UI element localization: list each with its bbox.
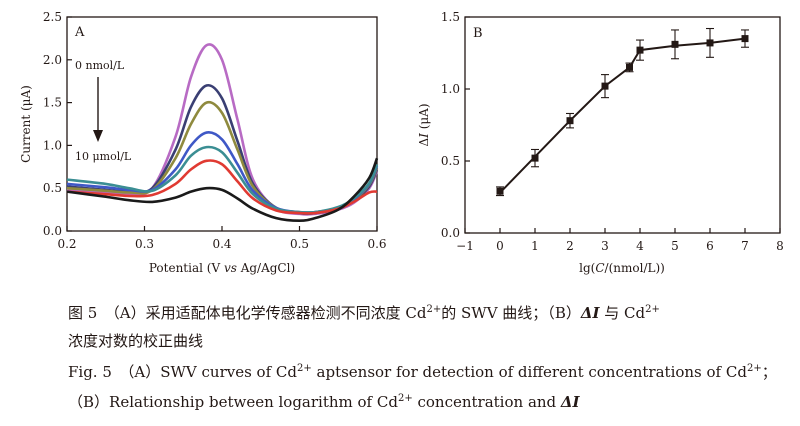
caption-text: Fig. 5 （A）SWV curves of Cd [68,363,297,381]
panel-a-annotation-bottom: 10 μmol/L [75,150,132,163]
y-tick-label: 1.5 [441,10,460,24]
caption-text: （B）Relationship between logarithm of Cd [68,393,398,411]
data-point [741,35,749,43]
y-tick-label: 1.5 [43,96,62,110]
caption-text: 图 5 （A）采用适配体电化学传感器检测不同浓度 Cd [68,304,427,322]
x-tick-label: 2 [566,239,574,253]
y-tick-label: 1.0 [441,82,460,96]
y-tick-label: 0.0 [43,224,62,238]
data-point [496,187,504,195]
caption-cn-line2: 浓度对数的校正曲线 [68,330,203,351]
x-tick-label: 0.6 [367,237,386,251]
data-point [566,117,574,125]
x-tick-label: 7 [741,239,749,253]
data-point [636,46,644,54]
data-point [531,154,539,162]
caption-text: 与 Cd [599,304,646,322]
caption-text: 浓度对数的校正曲线 [68,332,204,350]
y-tick-label: 1.0 [43,138,62,152]
data-point [601,82,609,90]
x-tick-label: 8 [776,239,784,253]
data-point [706,39,714,47]
panel-a-ticks: 0.2 0.3 0.4 0.5 0.6 0.0 0.5 1.0 1.5 2.0 2.5 [43,10,387,251]
y-tick-label: 0.5 [441,154,460,168]
panel-b-ticks: −1 0 1 2 3 4 5 6 7 8 0.0 0.5 1.0 1.5 [441,10,784,253]
caption-text: ； [761,363,777,381]
caption-text: aptsensor for detection of different con… [311,363,747,381]
x-tick-label: −1 [456,239,474,253]
data-point [671,40,679,48]
swv-curve [66,131,379,215]
caption-en-line1: Fig. 5 （A）SWV curves of Cd2+ aptsensor f… [68,361,777,382]
y-tick-label: 0.0 [441,226,460,240]
caption-sup: 2+ [297,363,312,374]
swv-curve [66,157,379,223]
caption-text: concentration and [412,393,561,411]
panel-a-ylabel: Current (μA) [19,85,33,163]
x-tick-label: 0.5 [290,237,309,251]
x-tick-label: 1 [531,239,539,253]
panel-a-series [66,43,379,223]
panel-b-xlabel: lg(C/(nmol/L)) [579,261,665,275]
x-tick-label: 5 [671,239,679,253]
fit-line [499,37,746,194]
y-tick-label: 2.5 [43,10,62,24]
panel-a-annotation-top: 0 nmol/L [75,59,125,72]
caption-sup: 2+ [746,363,762,374]
caption-sup: 2+ [397,393,413,404]
caption-sup: 2+ [426,304,442,315]
caption-text: 的 SWV 曲线；（B） [441,304,581,322]
caption-cn-line1: 图 5 （A）采用适配体电化学传感器检测不同浓度 Cd2+的 SWV 曲线；（B… [68,302,660,323]
x-tick-label: 4 [636,239,644,253]
x-tick-label: 0 [496,239,504,253]
caption-symbol: ΔI [580,304,600,322]
down-arrow-icon [93,77,103,142]
x-tick-label: 3 [601,239,609,253]
figure: 0.2 0.3 0.4 0.5 0.6 0.0 0.5 1.0 1.5 2.0 2.5 A 0 nm… [19,10,784,275]
caption-sup: 2+ [645,304,660,315]
caption-en-line2: （B）Relationship between logarithm of Cd2… [68,391,580,412]
panel-b-ylabel: ΔI (μA) [417,103,431,146]
x-tick-label: 0.3 [135,237,154,251]
x-tick-label: 0.4 [212,237,231,251]
panel-a-label: A [74,25,85,40]
x-tick-label: 6 [706,239,714,253]
panel-b: −1 0 1 2 3 4 5 6 7 8 0.0 0.5 1.0 1.5 B lg(C/(nmol/L))… [417,10,784,275]
caption-symbol: ΔI [560,393,580,411]
y-tick-label: 2.0 [43,53,62,67]
panel-b-label: B [473,26,483,41]
panel-a-xlabel: Potential (V vs Ag/AgCl) [149,261,295,275]
panel-b-frame [464,16,781,234]
panel-b-series [496,27,749,197]
panel-a: 0.2 0.3 0.4 0.5 0.6 0.0 0.5 1.0 1.5 2.0 2.5 A 0 nm… [19,10,387,275]
data-point [626,63,633,71]
y-tick-label: 0.5 [43,181,62,195]
x-tick-label: 0.2 [57,237,76,251]
